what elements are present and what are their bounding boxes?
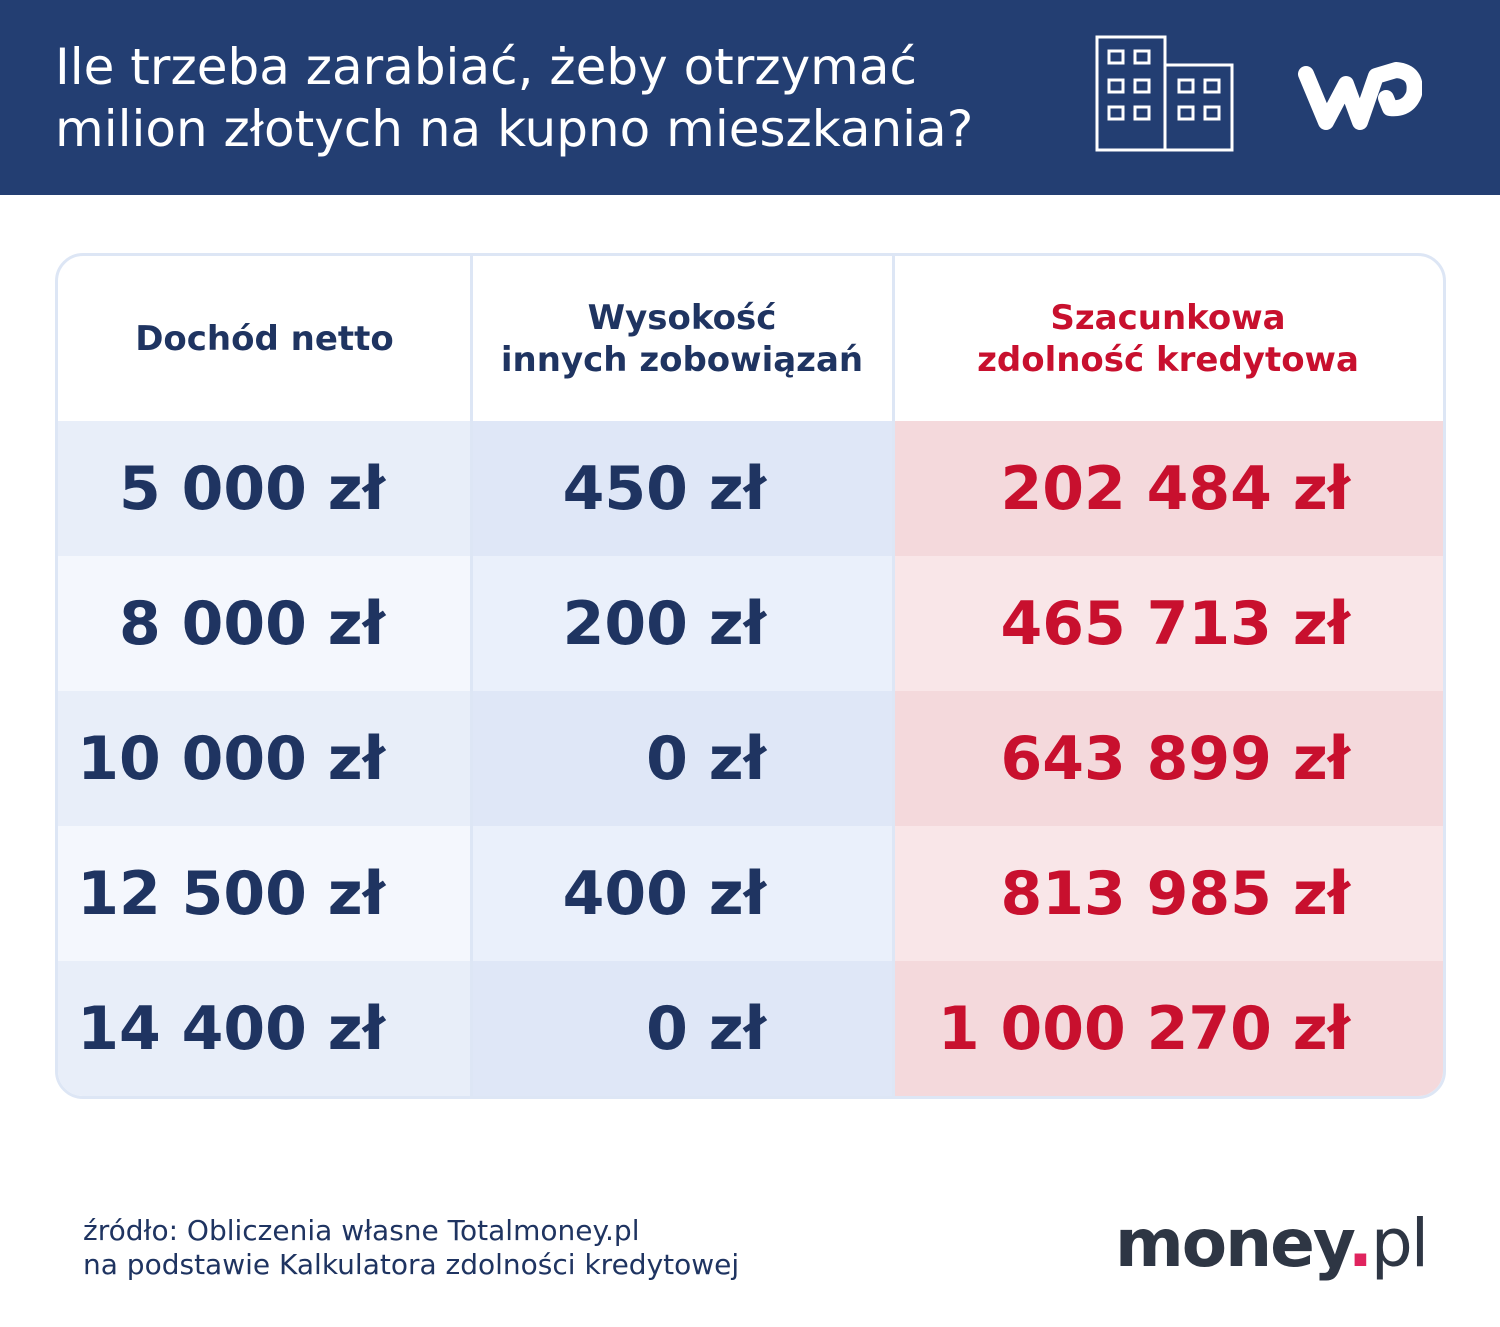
building-icon — [1095, 35, 1234, 152]
source: źródło: Obliczenia własne Totalmoney.pl … — [83, 1214, 739, 1282]
header-line: Wysokość — [587, 297, 777, 338]
header-line: innych zobowiązań — [500, 339, 864, 380]
column-separator — [892, 256, 895, 1096]
table-cell: 643 899 zł — [893, 691, 1443, 826]
source-line: źródło: Obliczenia własne Totalmoney.pl — [83, 1214, 640, 1247]
table-cell: 0 zł — [471, 961, 893, 1096]
source-line: na podstawie Kalkulatora zdolności kredy… — [83, 1248, 740, 1281]
table-cell: 465 713 zł — [893, 556, 1443, 691]
table-cell: 400 zł — [471, 826, 893, 961]
table-cell: 450 zł — [471, 421, 893, 556]
header-line: zdolność kredytowa — [977, 339, 1359, 380]
table: Dochód netto Wysokość innych zobowiązań Sza… — [55, 253, 1446, 1099]
column-separator — [470, 256, 473, 1096]
logo-text: pl — [1370, 1205, 1429, 1282]
table-cell: 5 000 zł — [58, 421, 471, 556]
table-cell: 1 000 270 zł — [893, 961, 1443, 1096]
logo-dot: . — [1347, 1205, 1373, 1282]
money-logo: money.pl — [1115, 1205, 1429, 1282]
column-header: Wysokość innych zobowiązań — [471, 256, 893, 421]
header-line: Dochód netto — [135, 318, 394, 359]
title-line: milion złotych na kupno mieszkania? — [55, 100, 974, 158]
header-band: Ile trzeba zarabiać, żeby otrzymać milio… — [0, 0, 1500, 195]
column-header: Szacunkowa zdolność kredytowa — [893, 256, 1443, 421]
table-cell: 813 985 zł — [893, 826, 1443, 961]
table-cell: 200 zł — [471, 556, 893, 691]
table-cell: 8 000 zł — [58, 556, 471, 691]
logo-text: money — [1115, 1205, 1350, 1282]
header-line: Szacunkowa — [1050, 297, 1286, 338]
table-cell: 14 400 zł — [58, 961, 471, 1096]
wp-logo — [1298, 62, 1422, 130]
title-line: Ile trzeba zarabiać, żeby otrzymać — [55, 38, 918, 96]
table-cell: 202 484 zł — [893, 421, 1443, 556]
table-cell: 12 500 zł — [58, 826, 471, 961]
column-header: Dochód netto — [58, 256, 471, 421]
title: Ile trzeba zarabiać, żeby otrzymać milio… — [55, 36, 973, 160]
table-cell: 0 zł — [471, 691, 893, 826]
table-cell: 10 000 zł — [58, 691, 471, 826]
